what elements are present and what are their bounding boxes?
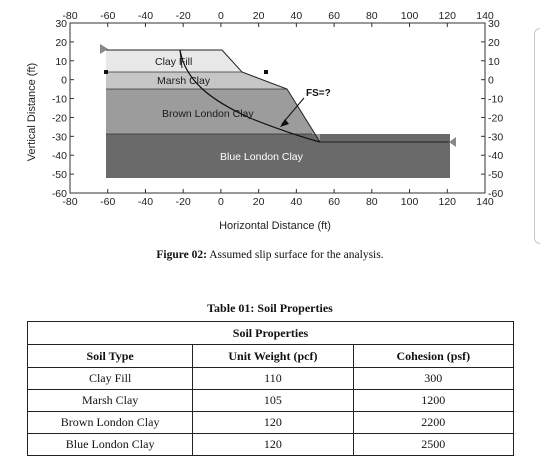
cell-unit-weight: 105 bbox=[192, 389, 354, 412]
y-tick-label-right: -60 bbox=[488, 188, 503, 200]
y-tick-label-right: 10 bbox=[488, 56, 500, 68]
cell-unit-weight: 120 bbox=[192, 411, 354, 434]
clay-fill-layer bbox=[106, 50, 242, 72]
x-tick-label-top: 60 bbox=[328, 10, 340, 22]
y-tick-label-left: 0 bbox=[61, 75, 67, 87]
x-axis-top-ticks: -80 -60 -40 -20 0 20 40 60 80 100 120 140 bbox=[62, 10, 494, 27]
y-tick-label-left: -20 bbox=[52, 112, 67, 124]
column-header-cohesion: Cohesion (psf) bbox=[352, 344, 515, 368]
cell-unit-weight: 110 bbox=[192, 367, 354, 390]
slope-cross-section-figure: FS=? Clay Fill Marsh Clay Brown London C… bbox=[26, 10, 503, 232]
cell-cohesion: 300 bbox=[352, 367, 515, 390]
cell-soil-type: Blue London Clay bbox=[26, 433, 194, 456]
boundary-marker-left bbox=[100, 44, 108, 54]
marker-point bbox=[104, 70, 108, 74]
y-tick-label-right: 30 bbox=[488, 18, 500, 30]
cell-unit-weight: 120 bbox=[192, 433, 354, 456]
x-tick-label-top: 20 bbox=[253, 10, 265, 22]
table-group-header-row: Soil Properties bbox=[27, 321, 514, 345]
y-tick-label-left: -60 bbox=[52, 188, 67, 200]
x-tick-label-top: 80 bbox=[366, 10, 378, 22]
x-tick-label-bottom: -20 bbox=[176, 196, 191, 208]
x-tick-label-bottom: -80 bbox=[62, 196, 77, 208]
table-row: Brown London Clay 120 2200 bbox=[26, 411, 515, 434]
y-axis-right-ticks: 30 20 10 0 -10 -20 -30 -40 -50 -60 bbox=[481, 18, 503, 200]
slip-surface-vertical bbox=[179, 49, 183, 69]
x-tick-label-bottom: 0 bbox=[218, 196, 224, 208]
x-tick-label-top: 40 bbox=[291, 10, 303, 22]
x-axis-bottom-ticks: -80 -60 -40 -20 0 20 40 60 80 100 120 140 bbox=[62, 189, 494, 208]
table-row: Blue London Clay 120 2500 bbox=[26, 433, 515, 456]
table-body: Clay Fill 110 300 Marsh Clay 105 1200 Brown Lo… bbox=[26, 367, 515, 456]
blue-london-clay-top bbox=[320, 134, 450, 142]
x-tick-label-bottom: 100 bbox=[401, 196, 419, 208]
soil-properties-table: Soil Properties Soil Type Unit Weight (p… bbox=[26, 321, 515, 456]
y-tick-label-right: -50 bbox=[488, 169, 503, 181]
x-tick-label-top: -20 bbox=[176, 10, 191, 22]
x-tick-label-bottom: 120 bbox=[439, 196, 457, 208]
x-tick-label-top: 0 bbox=[218, 10, 224, 22]
cell-cohesion: 1200 bbox=[352, 389, 515, 412]
y-tick-label-left: -30 bbox=[52, 131, 67, 143]
slip-surface-line bbox=[179, 49, 321, 143]
y-axis-left-ticks: 30 20 10 0 -10 -20 -30 -40 -50 -60 bbox=[52, 18, 74, 200]
boundary-marker-right bbox=[449, 137, 456, 147]
cell-cohesion: 2500 bbox=[352, 433, 515, 456]
column-header-soil-type: Soil Type bbox=[26, 344, 194, 368]
marsh-clay-layer bbox=[106, 72, 287, 89]
x-tick-label-bottom: 40 bbox=[291, 196, 303, 208]
y-axis-title: Vertical Distance (ft) bbox=[26, 63, 38, 161]
table-header-row: Soil Type Unit Weight (pcf) Cohesion (ps… bbox=[26, 344, 515, 368]
side-panel-edge bbox=[534, 28, 540, 244]
cell-cohesion: 2200 bbox=[352, 411, 515, 434]
figure-caption-text: Assumed slip surface for the analysis. bbox=[206, 249, 384, 261]
cell-soil-type: Marsh Clay bbox=[26, 389, 194, 412]
x-tick-label-bottom: 140 bbox=[476, 196, 494, 208]
x-tick-label-bottom: 20 bbox=[253, 196, 265, 208]
layer-label-marsh-clay: Marsh Clay bbox=[157, 75, 211, 87]
blue-london-clay-layer bbox=[106, 134, 450, 178]
fs-annotation: FS=? bbox=[306, 88, 331, 99]
y-tick-label-right: -40 bbox=[488, 150, 503, 162]
fs-arrow-line bbox=[281, 97, 305, 125]
x-tick-label-bottom: 60 bbox=[328, 196, 340, 208]
y-tick-label-left: 20 bbox=[55, 37, 67, 49]
y-tick-label-left: 30 bbox=[55, 18, 67, 30]
layer-label-blue-london-clay: Blue London Clay bbox=[220, 151, 304, 163]
y-tick-label-left: -40 bbox=[52, 150, 67, 162]
table-row: Clay Fill 110 300 bbox=[26, 367, 515, 390]
y-tick-label-right: 0 bbox=[488, 75, 494, 87]
cell-soil-type: Brown London Clay bbox=[26, 411, 194, 434]
x-tick-label-top: -80 bbox=[62, 10, 77, 22]
x-tick-label-bottom: -60 bbox=[100, 196, 115, 208]
y-tick-label-left: -50 bbox=[52, 169, 67, 181]
x-tick-label-top: 120 bbox=[439, 10, 457, 22]
ground-surface-line bbox=[106, 49, 450, 143]
y-tick-label-right: -20 bbox=[488, 112, 503, 124]
y-tick-label-right: 20 bbox=[488, 37, 500, 49]
layer-label-clay-fill: Clay Fill bbox=[155, 56, 192, 68]
table-row: Marsh Clay 105 1200 bbox=[26, 389, 515, 412]
x-axis-title: Horizontal Distance (ft) bbox=[219, 220, 331, 232]
x-tick-label-top: -60 bbox=[100, 10, 115, 22]
x-tick-label-top: 100 bbox=[401, 10, 419, 22]
brown-london-clay-layer bbox=[106, 89, 450, 142]
layer-label-brown-london-clay: Brown London Clay bbox=[162, 108, 254, 120]
x-tick-label-bottom: 80 bbox=[366, 196, 378, 208]
column-header-unit-weight: Unit Weight (pcf) bbox=[192, 344, 354, 368]
table-title: Table 01: Soil Properties bbox=[207, 301, 333, 315]
y-tick-label-right: -30 bbox=[488, 131, 503, 143]
fs-arrow-head bbox=[280, 119, 289, 127]
cell-soil-type: Clay Fill bbox=[26, 367, 194, 390]
figure-caption: Figure 02: Assumed slip surface for the … bbox=[0, 249, 540, 261]
x-tick-label-bottom: -40 bbox=[138, 196, 153, 208]
y-tick-label-left: 10 bbox=[55, 56, 67, 68]
x-tick-label-top: 140 bbox=[476, 10, 494, 22]
x-tick-label-top: -40 bbox=[138, 10, 153, 22]
y-tick-label-right: -10 bbox=[488, 94, 503, 106]
table-group-header: Soil Properties bbox=[27, 321, 514, 345]
marker-point bbox=[264, 70, 268, 74]
y-tick-label-left: -10 bbox=[52, 94, 67, 106]
figure-caption-label: Figure 02: bbox=[156, 249, 207, 261]
